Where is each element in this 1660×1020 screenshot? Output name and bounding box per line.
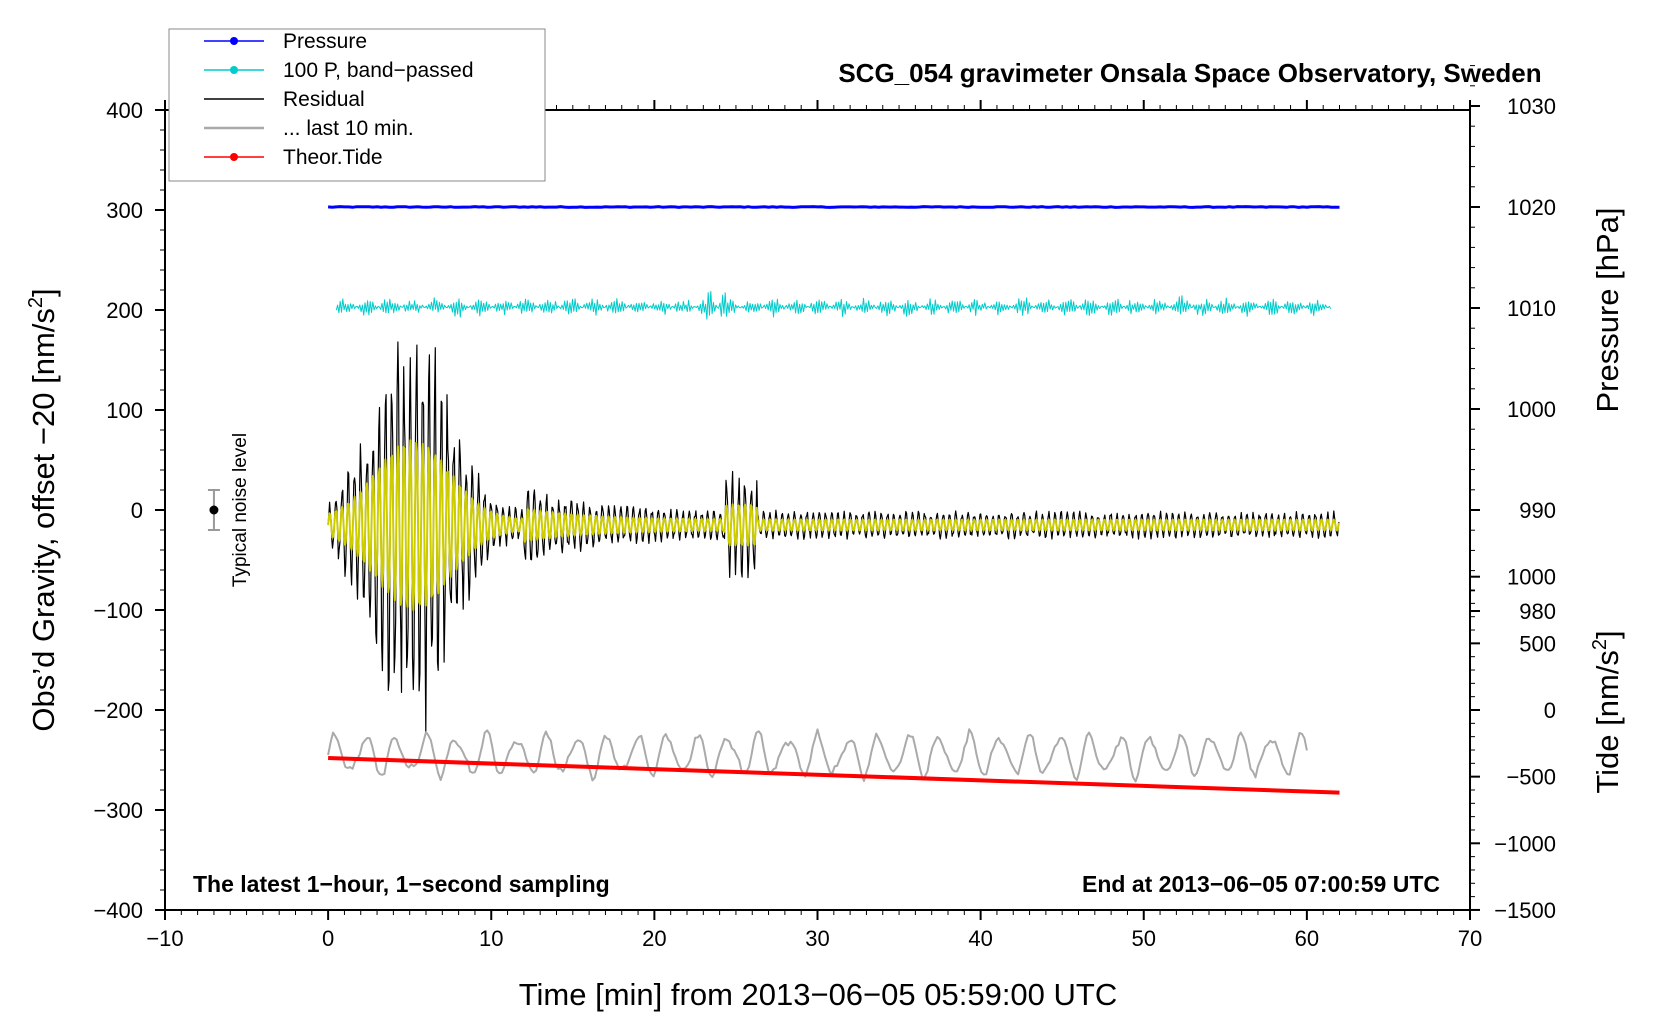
filtered-residual-line (327, 439, 1340, 611)
y-axis-title-tide-end: ] (1590, 630, 1625, 639)
noise-indicator (207, 489, 220, 531)
y-axis-title-left-end: ] (26, 288, 61, 297)
y-tick-label: 100 (106, 398, 143, 423)
pressure-line (327, 205, 1340, 209)
x-tick-label: 40 (968, 926, 992, 951)
x-tick-label: −10 (146, 926, 183, 951)
tide-tick-label: 500 (1519, 631, 1556, 656)
x-tick-label: 70 (1458, 926, 1482, 951)
last-10-min-line (327, 728, 1308, 783)
y-axis-title-tide-main: Tide [nm/s (1590, 650, 1625, 794)
tide-axis-ticks: 1000 500 0 −500 −1000 −1500 (1470, 565, 1556, 923)
y-tick-label: 200 (106, 298, 143, 323)
band-passed-pressure-line (335, 290, 1332, 320)
legend-marker (230, 37, 238, 45)
y-tick-label: 300 (106, 198, 143, 223)
tide-tick-label: 1000 (1507, 565, 1556, 590)
legend-label: Pressure (283, 30, 367, 53)
x-tick-label: 60 (1295, 926, 1319, 951)
pressure-tick-label: 980 (1519, 599, 1556, 624)
pressure-tick-label: 1010 (1507, 296, 1556, 321)
tide-tick-label: −500 (1506, 765, 1556, 790)
tide-tick-label: −1500 (1494, 898, 1556, 923)
pressure-tick-label: 1030 (1507, 94, 1556, 119)
legend: Pressure 100 P, band−passed Residual ... la… (168, 28, 546, 182)
y-tick-label: −100 (93, 598, 143, 623)
x-axis-title: Time [min] from 2013−06−05 05:59:00 UTC (519, 977, 1118, 1012)
y-tick-label: 400 (106, 98, 143, 123)
y-axis-title-left: Obs’d Gravity, offset −20 [nm/s2] (25, 288, 61, 731)
tide-tick-label: 0 (1544, 698, 1556, 723)
y-axis-title-tide: Tide [nm/s2] (1589, 630, 1625, 793)
y-tick-label: 0 (131, 498, 143, 523)
noise-point (209, 505, 219, 515)
x-tick-label: 0 (322, 926, 334, 951)
legend-label: 100 P, band−passed (283, 59, 474, 82)
chart-title: SCG_054 gravimeter Onsala Space Observat… (838, 58, 1541, 88)
legend-label: Residual (283, 88, 365, 111)
data-series (327, 205, 1340, 795)
legend-marker (230, 153, 238, 161)
y-axis-title-tide-sup: 2 (1589, 639, 1611, 650)
noise-label: Typical noise level (230, 433, 251, 587)
x-tick-label: 30 (805, 926, 829, 951)
y-axis-title-pressure: Pressure [hPa] (1590, 207, 1625, 412)
legend-label: Theor.Tide (283, 146, 383, 169)
y-tick-label: −200 (93, 698, 143, 723)
pressure-tick-label: 1000 (1507, 397, 1556, 422)
theor-tide-line (328, 756, 1340, 795)
x-tick-label: 20 (642, 926, 666, 951)
pressure-axis-ticks: 1030 1020 1010 1000 990 980 (1470, 65, 1556, 624)
y-axis-ticks: 400 300 200 100 0 −100 −200 −300 −400 (93, 98, 165, 923)
legend-label: ... last 10 min. (283, 117, 414, 140)
x-tick-label: 10 (479, 926, 503, 951)
legend-marker (230, 66, 238, 74)
y-axis-title-left-main: Obs’d Gravity, offset −20 [nm/s (26, 308, 61, 732)
x-tick-label: 50 (1132, 926, 1156, 951)
pressure-tick-label: 990 (1519, 498, 1556, 523)
y-axis-title-left-sup: 2 (25, 297, 47, 308)
y-tick-label: −300 (93, 798, 143, 823)
x-axis-ticks: −10 0 10 20 30 40 50 60 70 (146, 100, 1482, 951)
y-tick-label: −400 (93, 898, 143, 923)
annotation-left: The latest 1−hour, 1−second sampling (193, 871, 610, 897)
pressure-tick-label: 1020 (1507, 195, 1556, 220)
annotation-right: End at 2013−06−05 07:00:59 UTC (1082, 871, 1440, 897)
tide-tick-label: −1000 (1494, 831, 1556, 856)
